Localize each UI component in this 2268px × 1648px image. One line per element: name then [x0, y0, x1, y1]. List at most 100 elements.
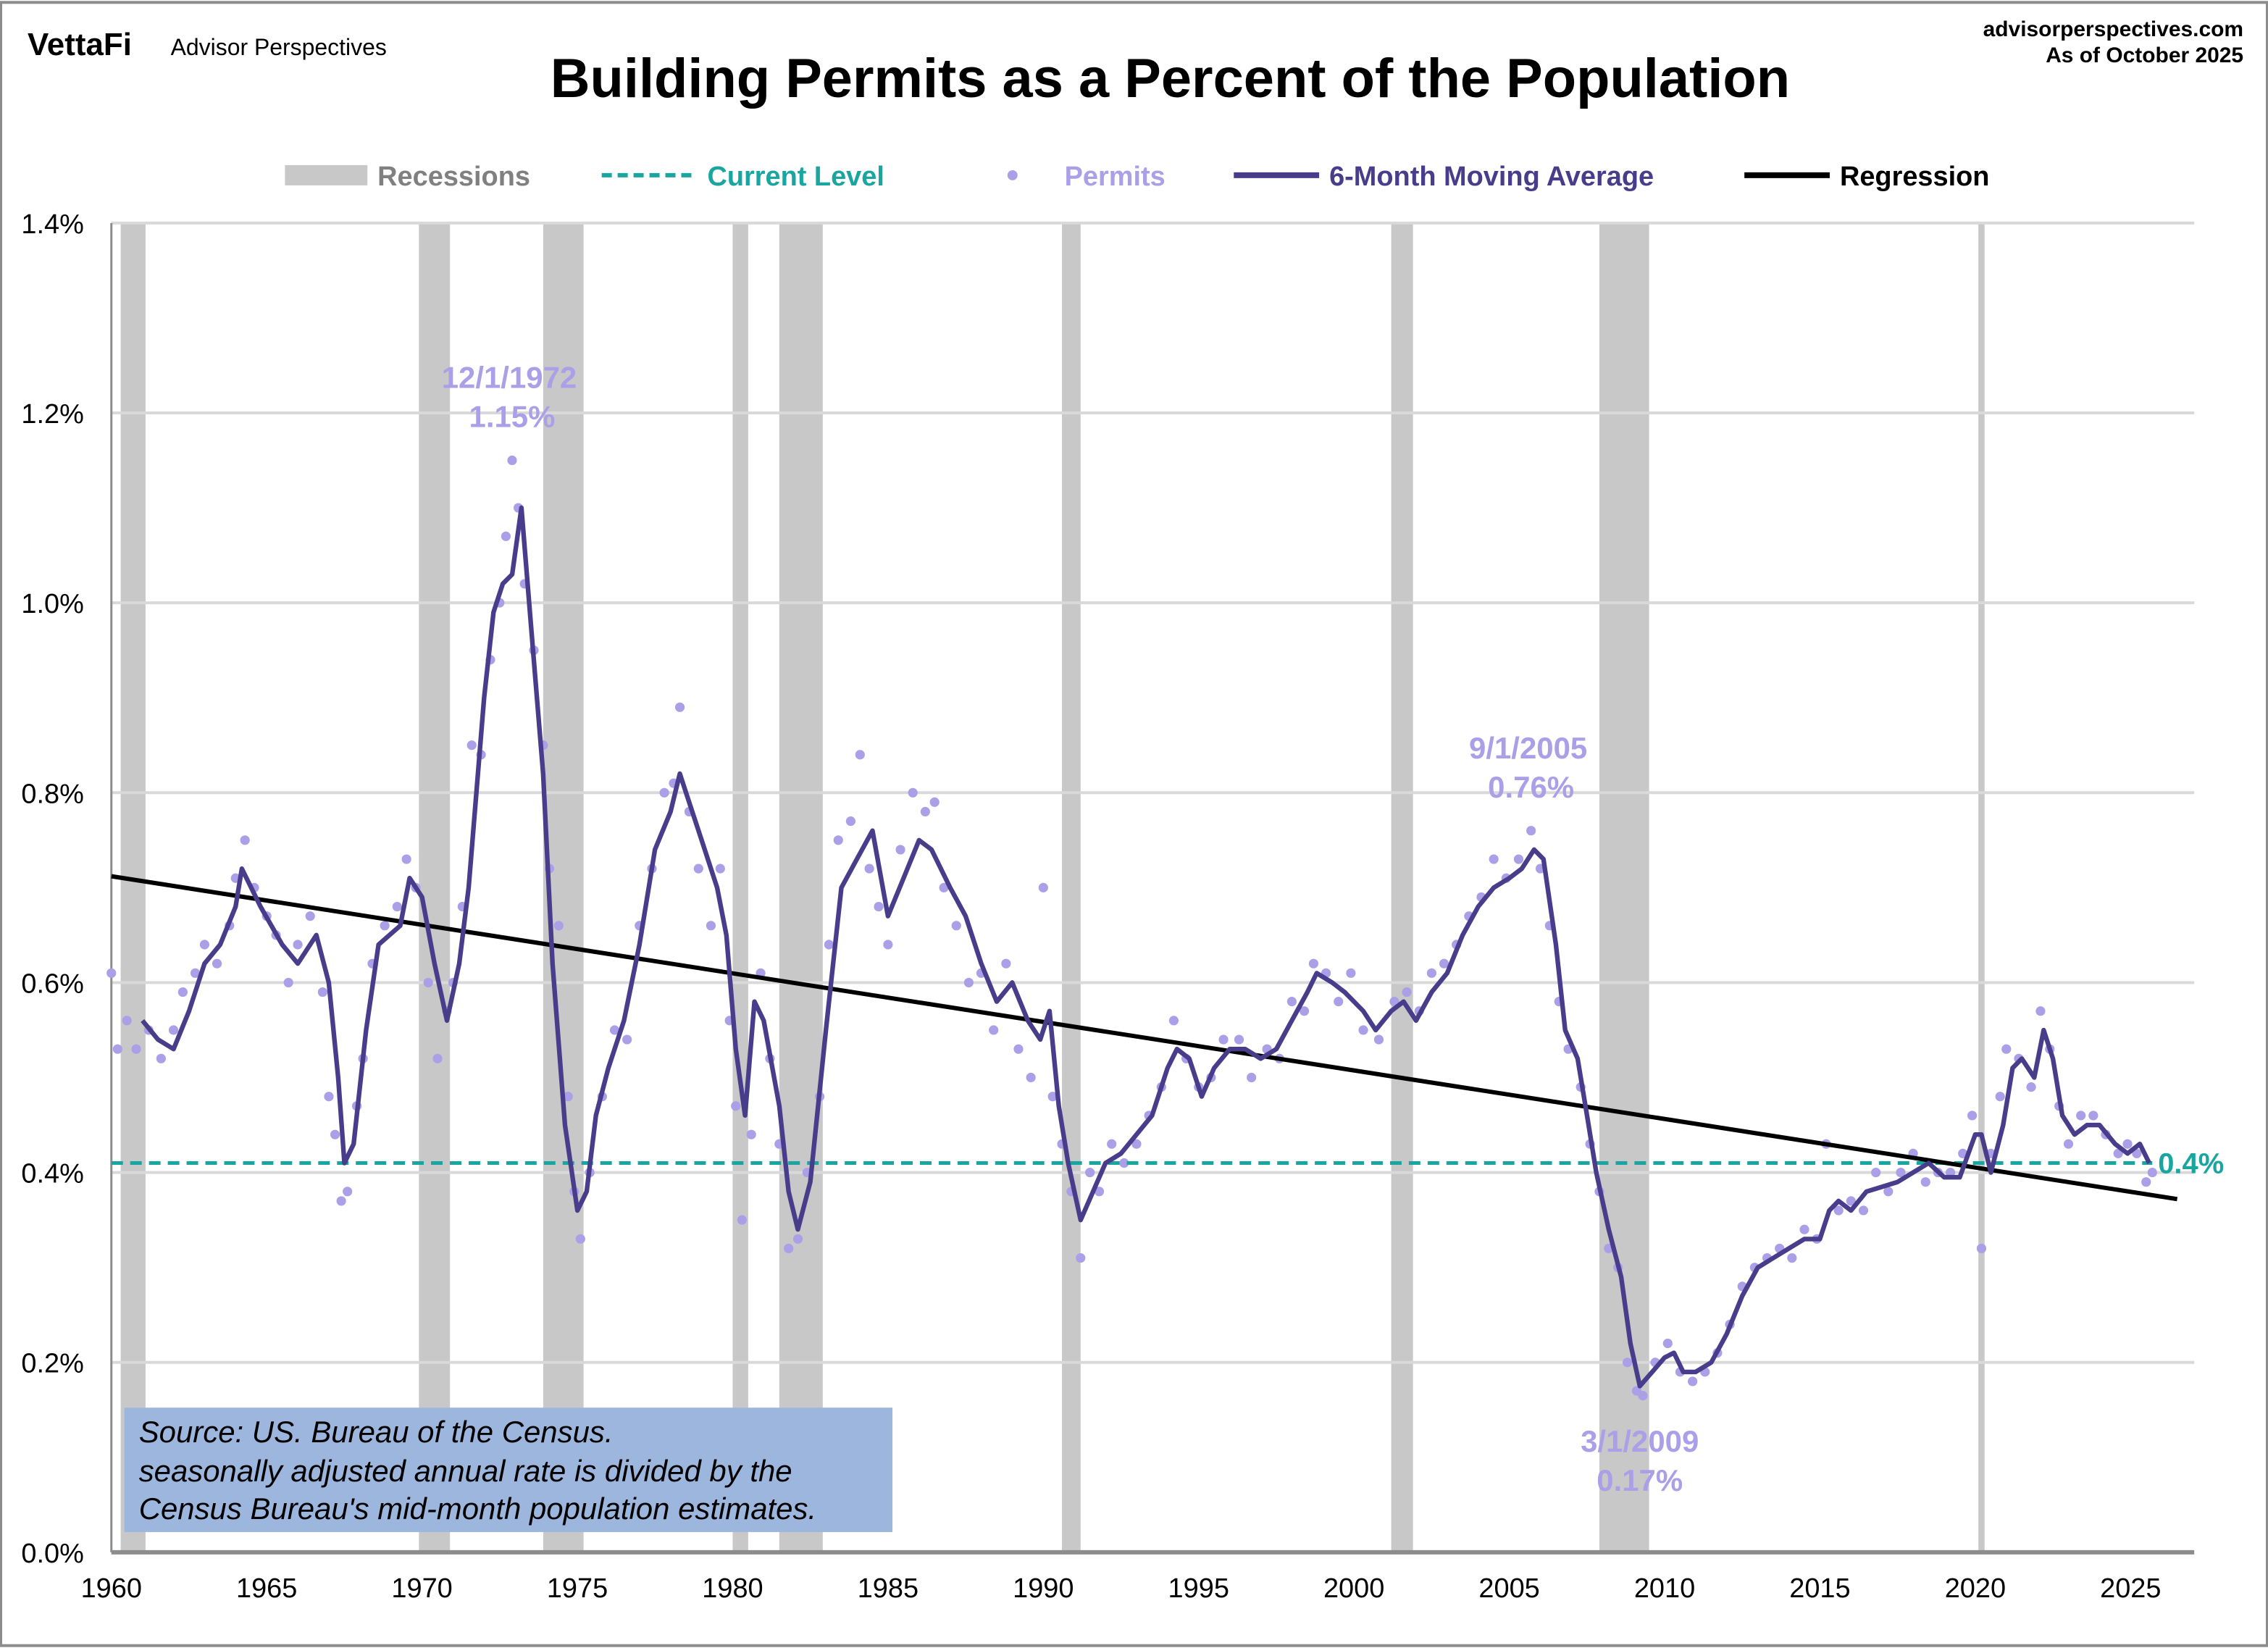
- y-tick-label: 0.4%: [21, 1159, 83, 1189]
- permit-point: [1107, 1139, 1117, 1149]
- permit-point: [883, 940, 893, 950]
- annotation-value: 0.76%: [1488, 770, 1574, 804]
- source-note-line-2: seasonally adjusted annual rate is divid…: [139, 1454, 792, 1488]
- permit-point: [1286, 997, 1297, 1007]
- y-tick-label: 0.6%: [21, 969, 83, 999]
- permit-point: [106, 968, 117, 978]
- permit-point: [1896, 1167, 1906, 1178]
- legend-recessions-label: Recessions: [377, 162, 530, 192]
- permit-point: [1001, 958, 1011, 969]
- permit-point: [1358, 1025, 1368, 1035]
- moving-average-line: [141, 505, 2151, 1389]
- permit-point: [2026, 1082, 2036, 1092]
- site-url: advisorperspectives.com: [1983, 17, 2243, 41]
- permit-point: [963, 977, 974, 988]
- permit-point: [131, 1044, 141, 1054]
- permit-point: [1131, 1139, 1142, 1149]
- permit-point: [112, 1044, 122, 1054]
- recession-band: [1391, 222, 1413, 1552]
- permit-point: [706, 921, 716, 931]
- permit-point: [609, 1025, 620, 1035]
- permit-point: [1945, 1167, 1956, 1178]
- permit-point: [1995, 1092, 2005, 1102]
- x-tick-label: 2000: [1323, 1573, 1384, 1604]
- permit-point: [1119, 1158, 1129, 1168]
- x-tick-label: 1995: [1168, 1573, 1229, 1604]
- permit-point: [908, 787, 918, 798]
- permit-point: [2063, 1139, 2074, 1149]
- permit-point: [1346, 968, 1356, 978]
- x-tick-label: 1985: [858, 1573, 919, 1604]
- x-tick-label: 2025: [2100, 1573, 2161, 1604]
- current-level-label: 0.4%: [2158, 1147, 2224, 1179]
- x-tick-label: 2015: [1789, 1573, 1850, 1604]
- legend-regression-label: Regression: [1840, 162, 1990, 192]
- permit-point: [466, 740, 477, 750]
- regression-line: [111, 874, 2178, 1202]
- source-note: Source: US. Bureau of the Census. season…: [124, 1408, 893, 1532]
- source-note-box: [124, 1408, 893, 1532]
- permit-point: [168, 1025, 179, 1035]
- permit-point: [1013, 1044, 1024, 1054]
- permit-point: [1299, 1006, 1310, 1016]
- legend-current-level-label: Current Level: [707, 162, 884, 192]
- x-tick-label: 1980: [702, 1573, 763, 1604]
- source-note-line-1: Source: US. Bureau of the Census.: [139, 1415, 614, 1449]
- permit-point: [1426, 968, 1436, 978]
- permit-point: [330, 1129, 340, 1139]
- permit-point: [199, 940, 210, 950]
- permit-point: [1247, 1072, 1257, 1083]
- y-axis-ticks: 0.0% 0.2% 0.4% 0.6% 0.8% 1.0% 1.2% 1.4%: [21, 209, 83, 1569]
- permit-point: [240, 835, 250, 845]
- y-tick-label: 0.0%: [21, 1539, 83, 1569]
- permit-point: [2076, 1110, 2086, 1121]
- permit-point: [1688, 1376, 1698, 1386]
- permit-point: [1439, 958, 1449, 969]
- permit-point: [989, 1025, 999, 1035]
- permit-point: [575, 1234, 585, 1244]
- permit-point: [1085, 1167, 1095, 1178]
- permit-point: [1638, 1391, 1648, 1401]
- permit-point: [122, 1016, 132, 1026]
- legend-permits-label: Permits: [1065, 162, 1166, 192]
- permit-point: [864, 863, 874, 874]
- permit-point: [833, 835, 843, 845]
- permit-point: [1662, 1338, 1673, 1349]
- y-tick-label: 1.0%: [21, 589, 83, 619]
- x-tick-label: 2010: [1634, 1573, 1695, 1604]
- permit-point: [1513, 854, 1524, 864]
- permit-point: [336, 1196, 346, 1206]
- permit-point: [317, 987, 327, 997]
- permit-point: [392, 901, 402, 912]
- permit-point: [1846, 1196, 1856, 1206]
- permit-point: [563, 1092, 573, 1102]
- permit-point: [824, 940, 834, 950]
- permit-point: [1833, 1205, 1844, 1216]
- as-of-date: As of October 2025: [2046, 43, 2243, 67]
- permit-point: [1094, 1187, 1105, 1197]
- permit-point: [507, 455, 517, 466]
- x-tick-label: 1975: [547, 1573, 608, 1604]
- logo-vettafi: VettaFi: [28, 27, 132, 62]
- permit-point: [1334, 997, 1344, 1007]
- permit-point: [283, 977, 293, 988]
- source-note-line-3: Census Bureau's mid-month population est…: [139, 1492, 816, 1526]
- x-tick-label: 1970: [391, 1573, 452, 1604]
- permit-point: [305, 911, 315, 921]
- permit-point: [1047, 1092, 1058, 1102]
- permit-point: [423, 977, 433, 988]
- permit-point: [2132, 1148, 2142, 1158]
- annotation-date: 3/1/2009: [1581, 1424, 1699, 1458]
- permit-point: [951, 921, 961, 931]
- permit-point: [2088, 1110, 2098, 1121]
- permit-point: [1967, 1110, 1978, 1121]
- x-tick-label: 2005: [1478, 1573, 1539, 1604]
- annotation-value: 1.15%: [469, 400, 556, 434]
- x-tick-label: 1960: [81, 1573, 142, 1604]
- permit-point: [737, 1215, 747, 1225]
- permit-point: [674, 702, 685, 712]
- permit-point: [293, 940, 303, 950]
- permit-point: [939, 882, 949, 892]
- permit-point: [659, 787, 669, 798]
